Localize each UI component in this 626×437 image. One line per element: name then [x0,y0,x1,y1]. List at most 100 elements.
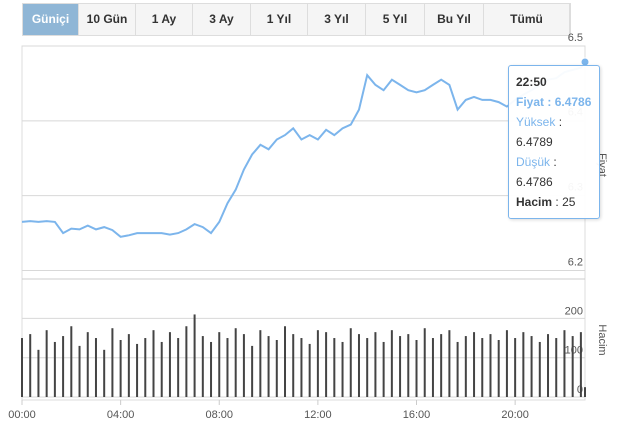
tooltip-separator: : [555,195,559,209]
volume-bar [530,336,533,397]
tooltip-value: 6.4786 [516,175,553,189]
volume-bar [333,338,336,397]
volume-bar [325,332,328,397]
volume-bar [234,328,237,397]
range-tab[interactable]: 1 Ay [136,4,193,35]
volume-bar [86,332,89,397]
volume-bar [555,338,558,397]
volume-bar [423,328,426,397]
volume-bar [45,330,48,397]
volume-bar [538,341,541,397]
volume-bar [29,334,32,397]
volume-bar [168,332,171,397]
range-tab[interactable]: 3 Yıl [308,4,366,35]
volume-bar [481,338,484,397]
volume-bar [21,338,23,397]
range-tab[interactable]: Tümü [484,4,570,35]
range-tab[interactable]: Bu Yıl [425,4,484,35]
tooltip-separator: : [558,115,563,129]
volume-bar [242,334,245,397]
volume-bar [407,334,410,397]
x-tick-label: 20:00 [501,409,529,421]
volume-bar [259,330,262,397]
volume-bar [374,332,377,397]
volume-bar [547,334,550,397]
tooltip: 22:50 Fiyat : 6.4786 Yüksek : 6.4789 Düşük … [508,65,600,219]
y2-axis-title: Hacim [596,324,608,355]
tooltip-value: 6.4786 [554,95,592,109]
volume-bar [218,332,221,397]
volume-bar [415,340,418,397]
range-tab[interactable]: 10 Gün [79,4,136,35]
volume-bar [267,336,270,397]
y-tick-label: 6.5 [568,32,583,44]
volume-bar [136,343,139,397]
y2-tick-label: 100 [565,345,583,357]
tooltip-value: 6.4789 [516,135,553,149]
volume-bar [349,328,352,397]
volume-bar [440,334,443,397]
volume-bar [316,330,319,397]
x-tick-label: 00:00 [8,409,36,421]
volume-bar [111,328,114,397]
volume-bar [70,326,73,397]
volume-bar [53,341,56,397]
tooltip-row: Yüksek : 6.4789 [516,112,592,152]
volume-bar [390,330,393,397]
range-tabs: Güniçi 10 Gün 1 Ay 3 Ay 1 Yıl 3 Yıl 5 Yıl Bu Yı… [22,3,571,36]
tooltip-value: 25 [562,195,576,209]
range-tab[interactable]: 5 Yıl [366,4,425,35]
volume-bar [522,332,525,397]
range-tab[interactable]: Güniçi [23,4,79,35]
volume-bar [579,332,582,397]
volume-bar [341,341,344,397]
volume-bar [94,338,97,397]
volume-bar [201,336,204,397]
volume-bar [505,330,508,397]
x-tick-label: 12:00 [304,409,332,421]
volume-bar [177,338,180,397]
volume-bar [226,338,229,397]
y-tick-label: 6.2 [568,256,583,268]
volume-bar [119,340,122,397]
volume-bar [357,334,360,397]
volume-bar [160,341,163,397]
volume-bar [185,326,188,397]
volume-bar [193,314,196,397]
volume-bar [300,338,303,397]
y2-tick-label: 200 [565,305,583,317]
volume-bar [563,330,566,397]
volume-bar [473,332,476,397]
tooltip-separator: : [553,155,557,169]
range-tab[interactable]: 1 Yıl [251,4,308,35]
volume-bar [382,341,385,397]
volume-bar [456,341,459,397]
volume-bar [78,345,81,397]
x-tick-label: 04:00 [107,409,135,421]
x-tick-label: 08:00 [205,409,233,421]
volume-bar [275,340,278,397]
volume-bar [308,343,311,397]
volume-bar [571,336,574,397]
volume-bar [497,340,500,397]
tooltip-label: Hacim [516,195,553,209]
tooltip-row: Hacim : 25 [516,192,592,212]
range-tab[interactable]: 3 Ay [193,4,251,35]
volume-bar [62,336,65,397]
volume-bar [284,326,287,397]
volume-bar [127,334,130,397]
tooltip-time: 22:50 [516,75,547,89]
volume-bar [251,345,254,397]
volume-bar [399,336,402,397]
x-tick-label: 16:00 [403,409,431,421]
volume-bar [37,349,40,397]
volume-bar [514,338,517,397]
volume-bar [464,336,467,397]
volume-bar [103,349,106,397]
volume-bar [210,341,213,397]
tooltip-row: Düşük : 6.4786 [516,152,592,192]
volume-bar [448,330,451,397]
tooltip-separator: : [547,95,552,109]
tooltip-row: Fiyat : 6.4786 [516,92,592,112]
